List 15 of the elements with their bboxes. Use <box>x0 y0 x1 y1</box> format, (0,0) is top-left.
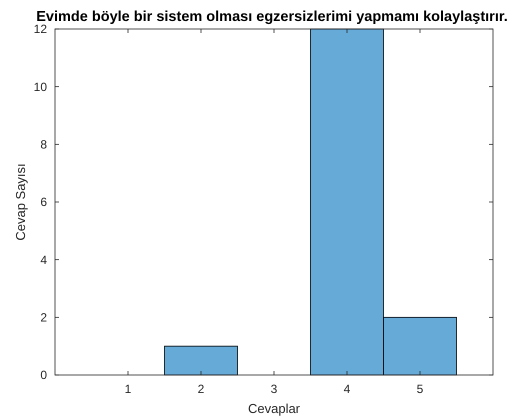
x-axis-title: Cevaplar <box>248 401 301 416</box>
y-tick-label: 10 <box>34 80 48 94</box>
y-tick-label: 8 <box>40 138 48 152</box>
x-tick-label: 3 <box>270 382 278 396</box>
x-tick-label: 5 <box>416 382 424 396</box>
y-tick-label: 2 <box>40 310 48 325</box>
x-tick-label: 2 <box>198 382 205 396</box>
y-tick-label: 12 <box>34 22 48 36</box>
y-axis-title: Cevap Sayısı <box>13 163 28 241</box>
chart-title: Evimde böyle bir sistem olması egzersizlerimi yapmamı kolaylaştırır. <box>36 9 508 25</box>
y-tick-label: 4 <box>40 252 48 267</box>
x-tick-label: 1 <box>124 382 132 396</box>
x-tick-label: 4 <box>344 382 351 396</box>
y-tick-label: 6 <box>40 195 48 210</box>
y-tick-label: 0 <box>40 368 48 382</box>
